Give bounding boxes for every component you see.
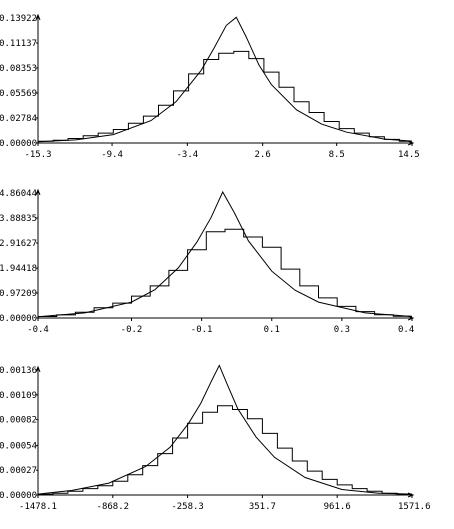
y-tick-label: 0.05569 <box>0 89 37 99</box>
y-tick-label: 1.94418 <box>0 264 37 274</box>
density-curve <box>37 16 413 143</box>
y-tick-label: 0.11137 <box>0 39 37 49</box>
x-tick-label: -1478.1 <box>19 502 57 512</box>
x-tick-label: -0.1 <box>191 325 213 335</box>
x-tick-label: -9.4 <box>101 150 123 160</box>
y-tick-label: 2.91627 <box>0 239 37 249</box>
y-tick-label: 0.00109 <box>0 391 37 401</box>
y-tick-label: 0.00027 <box>0 466 37 476</box>
x-tick-label: 2.6 <box>255 150 271 160</box>
histogram-steps <box>38 228 412 317</box>
x-tick-label: -15.3 <box>24 150 51 160</box>
y-tick-label: 0.00136 <box>0 366 37 376</box>
x-tick-label: 961.6 <box>324 502 351 512</box>
y-tick-label: 0.00054 <box>0 441 37 451</box>
y-tick-label: 0.00000 <box>0 139 37 149</box>
histogram-steps <box>38 405 412 495</box>
x-tick-label: 14.5 <box>398 150 420 160</box>
density-curve <box>37 364 413 495</box>
x-tick-label: 1571.6 <box>398 502 431 512</box>
x-tick-label: 0.4 <box>398 325 414 335</box>
x-tick-label: -0.4 <box>27 325 49 335</box>
y-tick-label: 0.13922 <box>0 14 37 24</box>
y-tick-label: 0.00000 <box>0 491 37 501</box>
y-tick-label: 0.00082 <box>0 416 37 426</box>
x-tick-label: -3.4 <box>177 150 199 160</box>
y-tick-label: 0.08353 <box>0 64 37 74</box>
y-tick-label: 0.02784 <box>0 114 37 124</box>
x-tick-label: -0.2 <box>121 325 143 335</box>
y-tick-label: 0.00000 <box>0 314 37 324</box>
x-tick-label: 351.7 <box>249 502 276 512</box>
y-tick-label: 4.86044 <box>0 189 37 199</box>
density-curve <box>37 190 413 318</box>
x-tick-label: -258.3 <box>171 502 204 512</box>
x-tick-label: 0.3 <box>334 325 350 335</box>
histogram-steps <box>38 50 412 142</box>
y-tick-label: 3.88835 <box>0 214 37 224</box>
chart-panel-3: 0.00000 0.00027 0.00054 0.00082 0.00109 0.001… <box>0 364 431 512</box>
x-tick-label: -868.2 <box>97 502 130 512</box>
chart-panel-1: 0.00000 0.02784 0.05569 0.08353 0.11137 0.139… <box>0 13 420 160</box>
y-tick-label: 0.97209 <box>0 289 37 299</box>
x-tick-label: 8.5 <box>329 150 345 160</box>
chart-panel-2: 0.00000 0.97209 1.94418 2.91627 3.88835 4.860… <box>0 188 415 335</box>
x-tick-label: 0.1 <box>264 325 280 335</box>
